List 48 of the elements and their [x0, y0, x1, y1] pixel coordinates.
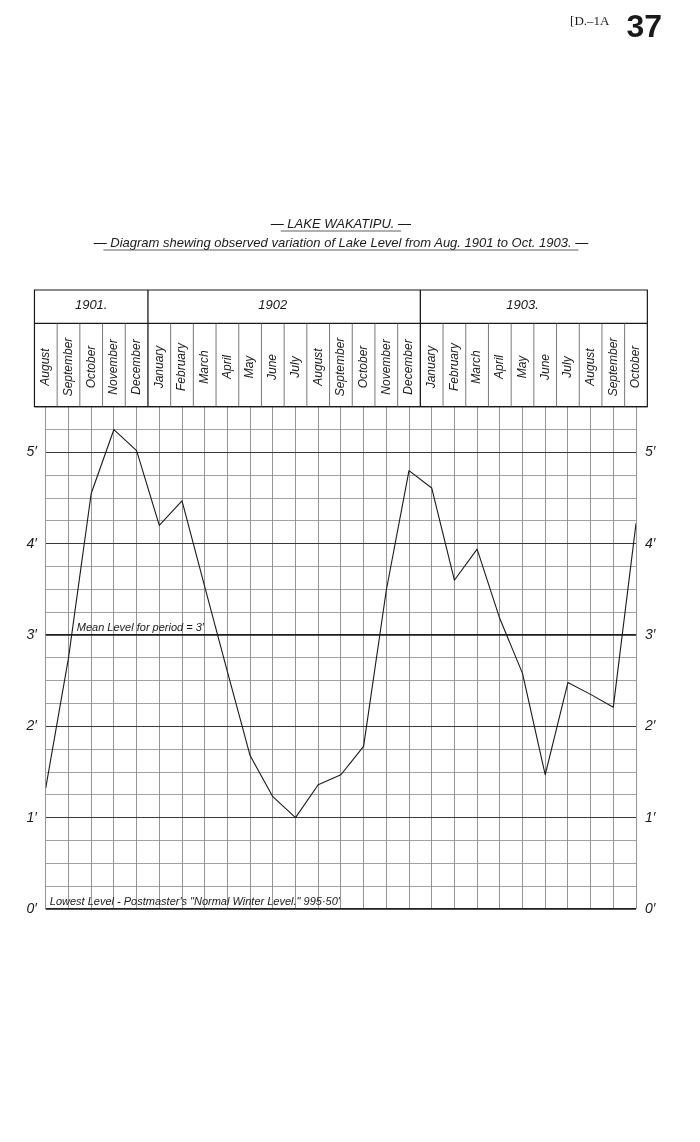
y2-tick-label: 5′: [645, 443, 657, 460]
x-tick-label: September: [333, 336, 348, 397]
ref-line-label: Mean Level for period = 3′: [76, 621, 205, 634]
y-tick-label: 3′: [26, 625, 39, 642]
y-tick-label: 0′: [26, 899, 39, 916]
x-tick-label: July: [560, 355, 575, 379]
x-tick-label: January: [151, 344, 166, 390]
x-tick-label: August: [38, 347, 53, 387]
text: 37: [626, 8, 662, 44]
x-tick-label: October: [355, 344, 370, 389]
y-tick-label: 4′: [26, 534, 39, 551]
x-tick-label: June: [537, 353, 552, 382]
x-tick-label: April: [219, 354, 234, 381]
ref-line-label: Lowest Level - Postmaster's "Normal Winter Level." 995·50′: [49, 895, 341, 907]
x-tick-label: February: [446, 342, 461, 392]
text: [D.–1A: [570, 13, 611, 28]
x-tick-label: August: [582, 347, 597, 387]
x-tick-label: November: [378, 338, 393, 395]
y-tick-label: 2′: [25, 717, 39, 734]
x-tick-label: December: [128, 338, 143, 395]
y2-tick-label: 3′: [645, 625, 657, 642]
x-tick-label: December: [401, 338, 416, 395]
x-tick-label: July: [287, 355, 302, 379]
x-tick-label: March: [197, 350, 212, 384]
y-tick-label: 1′: [26, 808, 39, 825]
chart-title: — LAKE WAKATIPU. —: [269, 216, 413, 231]
x-tick-label: April: [492, 354, 507, 381]
x-tick-label: May: [242, 354, 257, 379]
chart-subtitle: — Diagram shewing observed variation of Lake Level from Aug. 1901 to Oct. 1903. —: [92, 235, 590, 250]
x-tick-label: October: [628, 344, 643, 389]
x-tick-label: August: [310, 347, 325, 387]
x-tick-label: March: [469, 350, 484, 384]
y2-tick-label: 4′: [645, 534, 657, 551]
x2-tick-label: 1901.: [74, 297, 108, 313]
x-tick-label: October: [83, 344, 98, 389]
y2-tick-label: 1′: [645, 808, 657, 825]
x-tick-label: January: [424, 344, 439, 390]
x2-tick-label: 1903.: [506, 297, 539, 313]
x2-tick-label: 1902: [258, 297, 289, 313]
y2-tick-label: 0′: [645, 899, 657, 916]
x-tick-label: February: [174, 342, 189, 392]
x-tick-label: September: [605, 336, 620, 397]
x-tick-label: November: [106, 338, 121, 395]
x-tick-label: September: [60, 336, 75, 397]
x-tick-label: May: [514, 354, 529, 379]
y-tick-label: 5′: [26, 443, 39, 460]
y2-tick-label: 2′: [644, 717, 657, 734]
x-tick-label: June: [265, 353, 280, 382]
